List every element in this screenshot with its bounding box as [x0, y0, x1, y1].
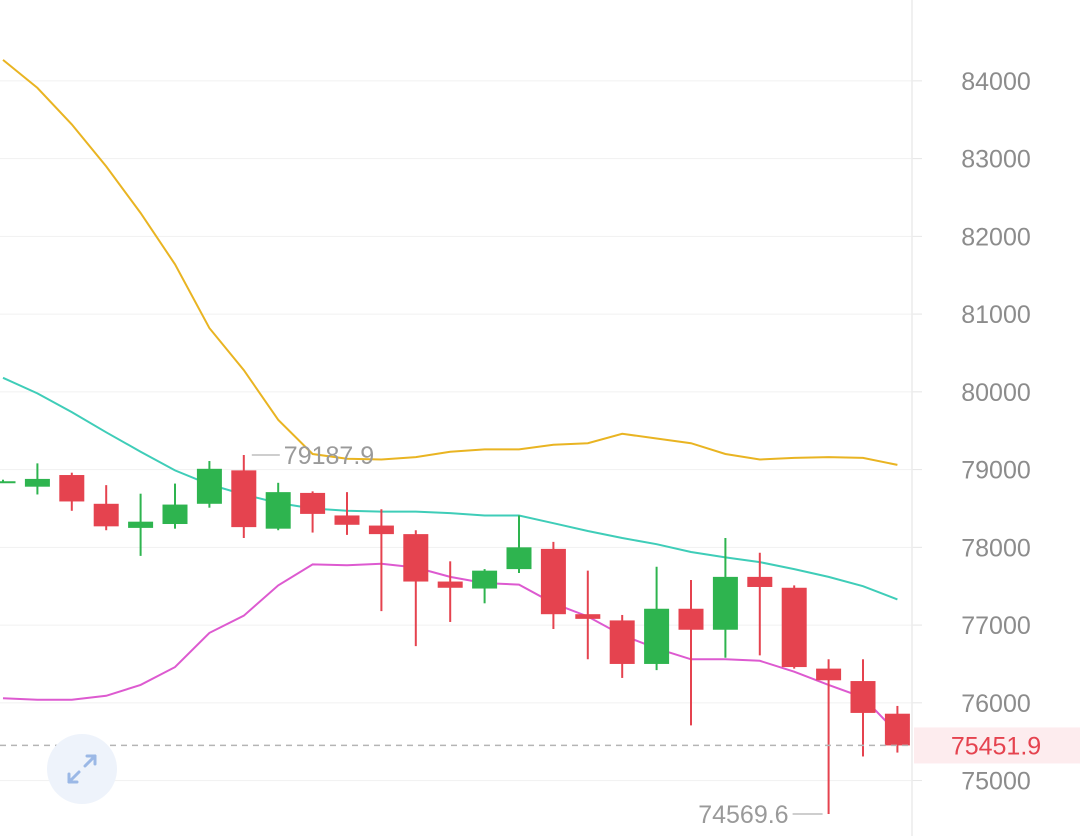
candle-body	[472, 570, 498, 589]
candle	[712, 538, 738, 658]
last-price-label: 75451.9	[951, 732, 1041, 760]
y-axis: 84000 83000 82000 81000 80000 79000 78000 77000…	[961, 68, 1031, 796]
candle	[437, 561, 463, 622]
candle	[472, 569, 498, 604]
last-price-tag	[914, 727, 1080, 764]
candle	[300, 491, 326, 533]
candle	[678, 579, 704, 726]
candle-body	[437, 581, 463, 588]
candle-body	[644, 608, 670, 664]
candle-body	[231, 470, 257, 528]
candle	[540, 541, 566, 629]
candle-body	[162, 504, 188, 525]
candle-body	[678, 608, 704, 630]
y-tick-label: 80000	[961, 379, 1031, 407]
candle-body	[403, 534, 429, 582]
y-tick-label: 75000	[961, 768, 1031, 796]
y-tick-label: 82000	[961, 223, 1031, 251]
candle-body	[300, 492, 326, 514]
bands	[2, 59, 899, 734]
candle	[93, 485, 119, 531]
y-tick-label: 79000	[961, 457, 1031, 485]
y-tick-label: 84000	[961, 68, 1031, 96]
candle-body	[609, 620, 635, 664]
candle	[781, 585, 807, 669]
candle-body	[59, 475, 85, 502]
candle	[128, 493, 154, 556]
candle-body	[781, 587, 807, 668]
candle-body	[0, 481, 16, 484]
expand-arrows-icon	[67, 754, 97, 784]
low-marker-label: 74569.6	[698, 801, 788, 829]
candle	[0, 479, 16, 484]
y-tick-label: 78000	[961, 534, 1031, 562]
candle	[644, 566, 670, 671]
candle	[609, 614, 635, 678]
candle	[231, 454, 257, 539]
y-tick-label: 83000	[961, 146, 1031, 174]
high-marker-label: 79187.9	[284, 442, 374, 470]
candle-body	[850, 681, 876, 713]
candle-body	[712, 576, 738, 630]
candle	[506, 515, 532, 573]
candle-body	[884, 713, 910, 746]
candle-body	[196, 468, 222, 504]
y-tick-label: 81000	[961, 301, 1031, 329]
series-band-middle	[2, 376, 898, 601]
candle	[747, 552, 773, 656]
candle-body	[540, 548, 566, 615]
candle-body	[265, 492, 291, 529]
candle-body	[128, 521, 154, 528]
candle-body	[368, 525, 394, 535]
candle	[59, 472, 85, 511]
candle	[850, 659, 876, 757]
series-band-upper	[2, 59, 898, 466]
candle-body	[575, 614, 601, 619]
expand-button[interactable]	[47, 734, 117, 804]
candle	[884, 705, 910, 753]
candle-body	[747, 576, 773, 587]
candle	[196, 461, 222, 508]
candles	[0, 454, 910, 815]
gridlines	[0, 0, 922, 836]
candle	[575, 570, 601, 660]
candle	[265, 482, 291, 531]
candle	[403, 530, 429, 647]
candle-body	[93, 503, 119, 527]
candle-body	[334, 515, 360, 525]
price-overlays: 79187.9 74569.6 75451.9	[0, 442, 1080, 829]
candle-body	[24, 478, 50, 487]
candle-body	[816, 668, 842, 681]
candle	[816, 659, 842, 815]
candle	[24, 463, 50, 495]
candle	[334, 492, 360, 535]
y-tick-label: 76000	[961, 690, 1031, 718]
candle	[368, 509, 394, 612]
candle-body	[506, 547, 532, 570]
y-tick-label: 77000	[961, 612, 1031, 640]
candle	[162, 483, 188, 529]
